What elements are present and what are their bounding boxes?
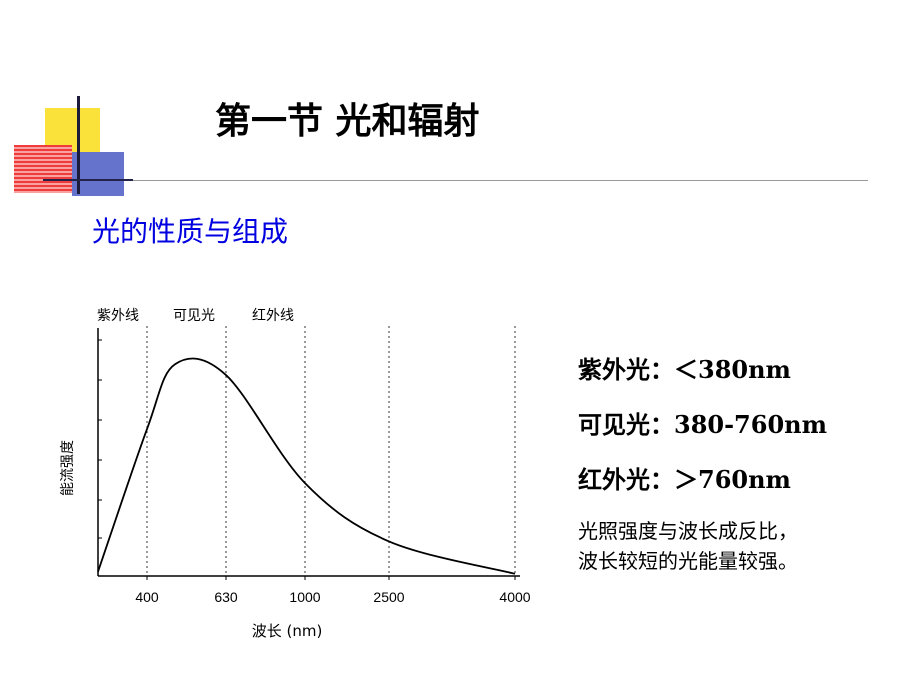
- decoration-vertical-line: [77, 96, 80, 194]
- y-ticks: [98, 339, 102, 539]
- spectrum-chart: 紫外线 可见光 红外线 400 630 1000 2500 4000 能流强度 波长 (…: [60, 308, 531, 640]
- spectrum-curve: [97, 357, 516, 575]
- y-axis-label: 能流强度: [60, 440, 76, 496]
- visible-range: 可见光：380-760nm: [578, 410, 827, 439]
- x-tick-label-1000: 1000: [289, 589, 320, 605]
- region-label-ir: 红外线: [252, 308, 294, 324]
- region-label-visible: 可见光: [173, 308, 215, 324]
- title-divider: [43, 180, 868, 181]
- x-tick-label-630: 630: [214, 589, 238, 605]
- uv-range: 紫外光：＜380nm: [578, 355, 791, 384]
- x-tick-labels: 400 630 1000 2500 4000: [135, 589, 530, 605]
- region-label-uv: 紫外线: [97, 308, 139, 324]
- info-panel: 紫外光：＜380nm 可见光：380-760nm 红外光：＞760nm 光照强度…: [578, 350, 827, 575]
- x-tick-label-2500: 2500: [373, 589, 404, 605]
- x-tick-label-4000: 4000: [499, 589, 530, 605]
- note-line-2: 波长较短的光能量较强。: [578, 549, 798, 573]
- slide-subtitle: 光的性质与组成: [92, 215, 289, 248]
- decoration-blue-square: [72, 152, 124, 196]
- x-axis-label: 波长 (nm): [252, 622, 323, 640]
- curve-points: [98, 364, 515, 574]
- note-line-1: 光照强度与波长成反比，: [578, 519, 798, 543]
- grid-lines: [146, 326, 516, 576]
- ir-range: 红外光：＞760nm: [578, 465, 791, 494]
- title-divider-accent: [43, 179, 133, 181]
- x-tick-label-400: 400: [135, 589, 159, 605]
- slide-title: 第一节 光和辐射: [215, 100, 480, 142]
- decoration-red-square: [14, 145, 72, 193]
- x-tick-marks: [146, 576, 516, 580]
